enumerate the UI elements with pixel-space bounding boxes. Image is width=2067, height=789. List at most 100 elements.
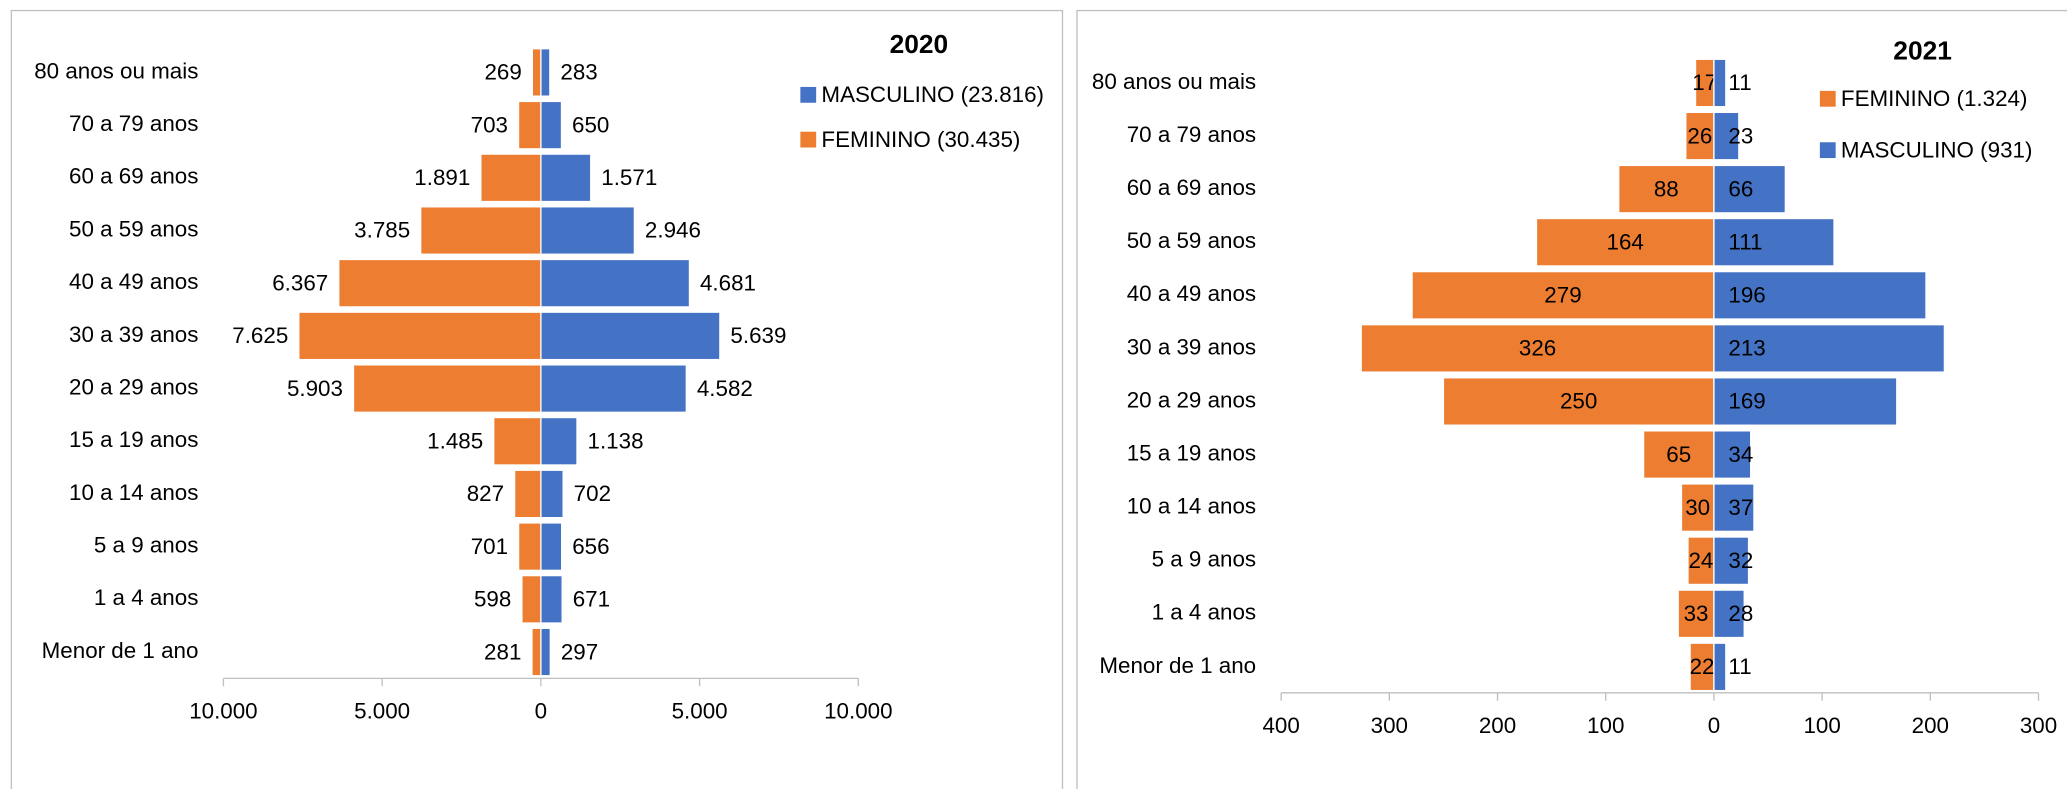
- x-tick-label: 5.000: [672, 699, 728, 724]
- category-label: 70 a 79 anos: [1127, 122, 1256, 147]
- value-label: 11: [1728, 70, 1751, 95]
- bar: [1713, 536, 1750, 586]
- value-label: 1.138: [588, 428, 644, 453]
- bar: [493, 416, 542, 466]
- value-label: 297: [561, 639, 598, 664]
- value-label: 22: [1690, 654, 1715, 679]
- bar: [521, 574, 542, 624]
- value-label: 65: [1666, 442, 1691, 467]
- category-label: 20 a 29 anos: [1127, 387, 1256, 412]
- bar: [1713, 483, 1755, 533]
- value-label: 24: [1688, 548, 1713, 573]
- bar: [540, 258, 691, 308]
- category-label: 70 a 79 anos: [69, 111, 198, 136]
- value-label: 4.582: [697, 376, 753, 401]
- bar: [540, 627, 551, 677]
- value-label: 26: [1687, 123, 1712, 148]
- category-label: 30 a 39 anos: [1127, 334, 1256, 359]
- value-label: 111: [1728, 229, 1762, 254]
- bar: [540, 416, 578, 466]
- value-label: 269: [484, 60, 521, 85]
- x-tick-label: 400: [1262, 713, 1299, 738]
- value-label: 701: [471, 534, 508, 559]
- bar: [1713, 58, 1727, 108]
- x-tick-label: 0: [1708, 713, 1720, 738]
- category-label: 40 a 49 anos: [1127, 281, 1256, 306]
- chart-title: 2020: [890, 29, 949, 59]
- bar: [540, 153, 592, 203]
- value-label: 827: [467, 481, 504, 506]
- legend-label: FEMININO (30.435): [821, 127, 1020, 152]
- bar: [1713, 430, 1752, 479]
- category-label: Menor de 1 ano: [1099, 653, 1256, 678]
- value-label: 6.367: [272, 270, 328, 295]
- value-label: 281: [484, 639, 521, 664]
- bar: [540, 574, 563, 624]
- value-label: 4.681: [700, 270, 756, 295]
- legend-swatch: [800, 131, 817, 148]
- value-label: 671: [573, 587, 610, 612]
- category-label: 60 a 69 anos: [1127, 175, 1256, 200]
- x-tick-label: 10.000: [824, 699, 892, 724]
- bar: [1442, 377, 1715, 426]
- legend-swatch: [800, 86, 817, 103]
- x-tick-label: 100: [1587, 713, 1624, 738]
- x-tick-label: 200: [1479, 713, 1516, 738]
- value-label: 598: [474, 587, 511, 612]
- x-tick-label: 200: [1912, 713, 1949, 738]
- legend-swatch: [1819, 90, 1836, 107]
- bar: [540, 100, 563, 150]
- bar: [352, 364, 542, 413]
- value-label: 169: [1728, 389, 1765, 414]
- value-label: 703: [471, 112, 508, 137]
- category-label: 40 a 49 anos: [69, 269, 198, 294]
- bar: [517, 522, 542, 572]
- panel-frame: [1076, 9, 2067, 789]
- x-tick-label: 300: [2020, 713, 2057, 738]
- value-label: 5.903: [287, 376, 343, 401]
- bar: [1713, 111, 1740, 161]
- bar: [540, 469, 564, 519]
- bar: [540, 311, 721, 361]
- x-tick-label: 100: [1803, 713, 1840, 738]
- bar: [1687, 536, 1715, 586]
- bar: [420, 206, 542, 255]
- bar: [1713, 324, 1946, 373]
- value-label: 702: [574, 481, 611, 506]
- value-label: 656: [572, 534, 609, 559]
- category-label: 15 a 19 anos: [69, 427, 198, 452]
- bar: [517, 100, 542, 150]
- x-tick-label: 10.000: [189, 699, 257, 724]
- bar: [1713, 589, 1745, 639]
- value-label: 23: [1728, 123, 1753, 148]
- value-label: 164: [1607, 229, 1644, 254]
- legend-label: FEMININO (1.324): [1841, 86, 2028, 111]
- category-label: 50 a 59 anos: [1127, 228, 1256, 253]
- value-label: 32: [1728, 548, 1753, 573]
- bar: [513, 469, 542, 519]
- legend-swatch: [1819, 142, 1836, 159]
- value-label: 250: [1560, 389, 1597, 414]
- category-label: 1 a 4 anos: [1152, 600, 1257, 625]
- category-label: 10 a 14 anos: [69, 480, 198, 505]
- value-label: 30: [1685, 495, 1710, 520]
- value-label: 650: [572, 112, 609, 137]
- category-label: 10 a 14 anos: [1127, 494, 1256, 519]
- x-tick-label: 5.000: [354, 699, 410, 724]
- value-label: 3.785: [354, 218, 410, 243]
- bar: [1713, 217, 1835, 267]
- value-label: 7.625: [232, 323, 288, 348]
- value-label: 11: [1728, 654, 1751, 679]
- value-label: 1.571: [601, 165, 657, 190]
- bar: [298, 311, 542, 361]
- bar: [540, 522, 563, 572]
- category-label: 60 a 69 anos: [69, 164, 198, 189]
- value-label: 33: [1684, 601, 1709, 626]
- value-label: 279: [1544, 283, 1581, 308]
- bar: [338, 258, 542, 308]
- chart-title: 2021: [1893, 36, 1952, 66]
- category-label: 5 a 9 anos: [1152, 547, 1257, 572]
- value-label: 283: [560, 60, 597, 85]
- value-label: 17: [1692, 70, 1717, 95]
- category-label: 50 a 59 anos: [69, 216, 198, 241]
